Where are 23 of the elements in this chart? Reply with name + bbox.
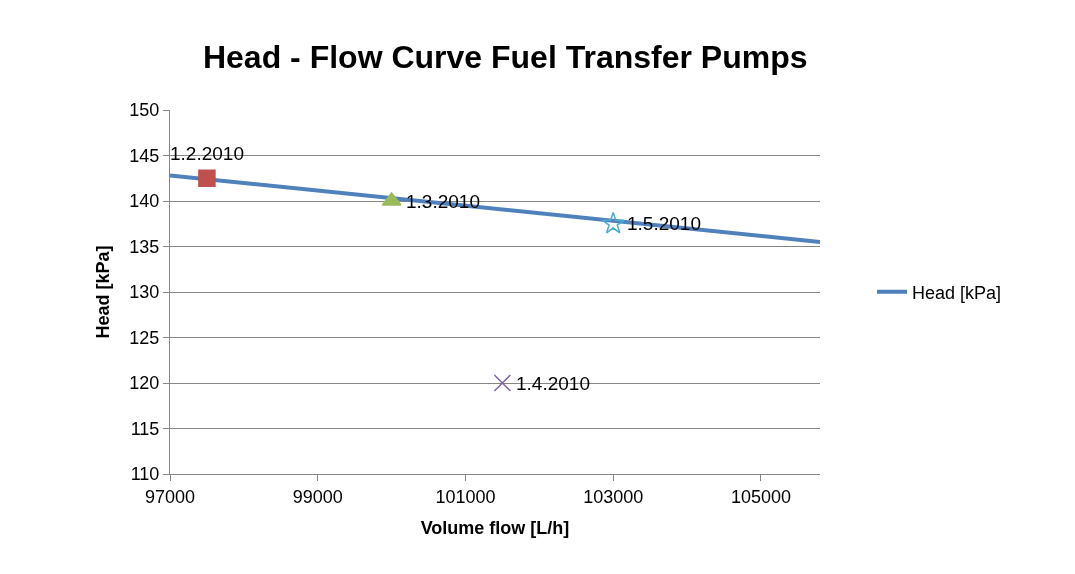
x-tick-label: 99000 (292, 486, 343, 507)
y-tick-label: 110 (130, 464, 160, 485)
y-axis-title: Head [kPa] (92, 245, 113, 339)
y-tick-label: 150 (129, 100, 160, 121)
chart-title: Head - Flow Curve Fuel Transfer Pumps (202, 39, 808, 76)
x-tick-label: 101000 (435, 486, 496, 507)
y-tick-label: 145 (129, 145, 160, 166)
point (493, 374, 512, 392)
x-tick-label: 97000 (144, 486, 196, 507)
legend-label: Head [kPa] (912, 282, 1002, 303)
annotation: 1.4.2010 (516, 373, 590, 394)
point (198, 169, 216, 187)
point (601, 211, 625, 234)
x-axis-title: Volume flow [L/h] (420, 517, 570, 538)
y-tick-label: 140 (129, 191, 160, 212)
y-tick-label: 115 (130, 418, 160, 439)
y-tick-label: 130 (129, 282, 160, 303)
y-tick-label: 135 (129, 236, 160, 257)
x-tick-label: 103000 (583, 486, 644, 507)
y-tick-label: 120 (129, 373, 160, 394)
y-tick-label: 125 (129, 327, 160, 348)
annotation: 1.2.2010 (170, 143, 244, 164)
x-tick-label: 105000 (730, 486, 791, 507)
